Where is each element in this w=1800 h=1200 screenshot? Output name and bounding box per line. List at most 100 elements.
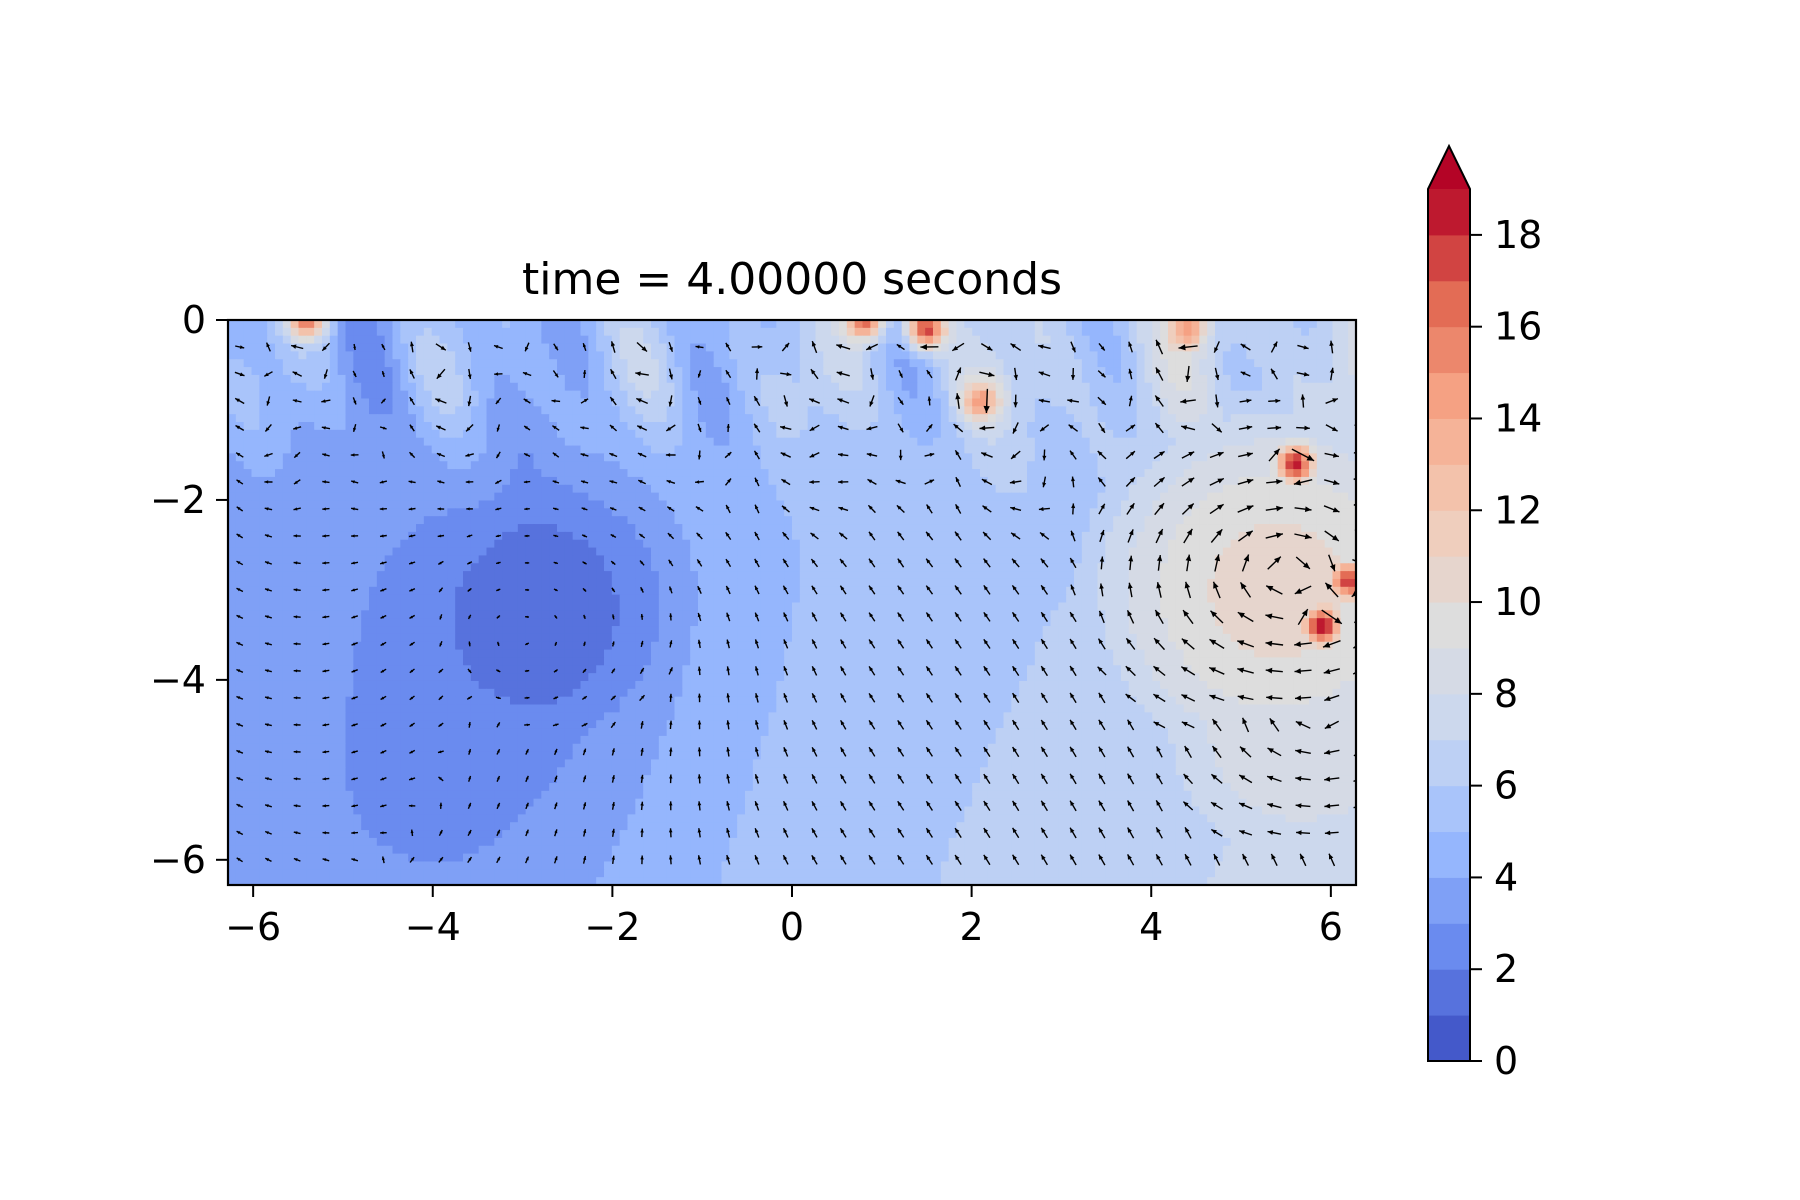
field-cell xyxy=(1301,382,1310,392)
field-cell xyxy=(1348,531,1356,541)
field-cell xyxy=(447,461,456,470)
field-cell xyxy=(823,422,832,431)
field-cell xyxy=(940,531,950,541)
field-cell xyxy=(1152,320,1161,329)
field-cell xyxy=(1207,476,1216,486)
field-cell xyxy=(275,382,284,392)
field-cell xyxy=(259,563,268,572)
field-cell xyxy=(298,578,307,588)
field-cell xyxy=(792,500,801,509)
field-cell xyxy=(839,414,848,423)
field-cell xyxy=(1191,390,1200,400)
field-cell xyxy=(572,437,582,447)
field-cell xyxy=(1027,414,1036,423)
field-cell xyxy=(588,516,597,525)
field-cell xyxy=(1066,469,1075,478)
field-cell xyxy=(1348,437,1356,447)
field-cell xyxy=(987,374,997,384)
field-cell xyxy=(901,343,911,352)
field-cell xyxy=(1207,437,1216,447)
field-cell xyxy=(298,390,307,400)
field-cell xyxy=(666,563,676,572)
field-cell xyxy=(768,555,777,564)
field-cell xyxy=(306,320,315,329)
field-cell xyxy=(541,508,550,517)
field-cell xyxy=(1160,539,1169,549)
field-cell xyxy=(243,382,253,392)
field-cell xyxy=(517,335,527,345)
field-cell xyxy=(588,429,597,439)
field-cell xyxy=(235,492,245,502)
field-cell xyxy=(1058,476,1067,486)
field-cell xyxy=(564,320,574,329)
field-cell xyxy=(400,327,409,337)
field-cell xyxy=(933,516,942,525)
field-cell xyxy=(1097,484,1106,494)
field-cell xyxy=(337,327,347,337)
field-cell xyxy=(925,555,934,564)
field-cell xyxy=(267,367,276,376)
field-cell xyxy=(839,367,848,376)
field-cell xyxy=(470,586,480,596)
field-cell xyxy=(478,555,488,564)
field-cell xyxy=(658,555,668,564)
field-cell xyxy=(314,398,323,407)
field-cell xyxy=(1058,327,1067,337)
field-cell xyxy=(298,508,307,517)
field-cell xyxy=(463,414,472,423)
field-cell xyxy=(1230,484,1240,494)
field-cell xyxy=(1027,563,1036,572)
field-cell xyxy=(1222,398,1232,407)
field-cell xyxy=(580,578,589,588)
field-cell xyxy=(580,492,589,502)
field-cell xyxy=(557,524,566,533)
field-cell xyxy=(619,414,629,423)
field-cell xyxy=(557,492,566,502)
field-cell xyxy=(1019,508,1028,517)
field-cell xyxy=(799,453,809,462)
field-cell xyxy=(549,445,558,455)
field-cell xyxy=(1144,422,1153,431)
field-cell xyxy=(361,516,370,525)
field-cell xyxy=(510,445,519,455)
field-cell xyxy=(1105,539,1114,549)
field-cell xyxy=(408,367,417,376)
field-cell xyxy=(1254,374,1263,384)
field-cell xyxy=(933,320,942,329)
field-cell xyxy=(447,335,456,345)
field-cell xyxy=(1277,398,1287,407)
field-cell xyxy=(259,547,268,557)
field-cell xyxy=(1293,429,1302,439)
field-cell xyxy=(807,327,817,337)
field-cell xyxy=(737,320,746,329)
field-cell xyxy=(604,547,613,557)
field-cell xyxy=(933,437,942,447)
field-cell xyxy=(384,469,394,478)
field-cell xyxy=(909,367,918,376)
field-cell xyxy=(588,571,597,580)
field-cell xyxy=(792,516,801,525)
field-cell xyxy=(1042,508,1052,517)
field-cell xyxy=(1050,343,1059,352)
field-cell xyxy=(1183,492,1193,502)
field-cell xyxy=(611,476,621,486)
field-cell xyxy=(980,586,989,596)
field-cell xyxy=(737,531,746,541)
field-cell xyxy=(282,422,292,431)
field-cell xyxy=(768,359,777,368)
field-cell xyxy=(792,524,801,533)
field-cell xyxy=(455,524,464,533)
field-cell xyxy=(572,422,582,431)
field-cell xyxy=(423,453,433,462)
field-cell xyxy=(494,374,503,384)
field-cell xyxy=(1050,476,1059,486)
field-cell xyxy=(1230,476,1240,486)
field-cell xyxy=(1183,524,1193,533)
field-cell xyxy=(839,374,848,384)
field-cell xyxy=(494,453,503,462)
field-cell xyxy=(557,531,566,541)
field-cell xyxy=(384,476,394,486)
field-cell xyxy=(1269,578,1279,588)
field-cell xyxy=(282,406,292,415)
field-cell xyxy=(486,547,495,557)
